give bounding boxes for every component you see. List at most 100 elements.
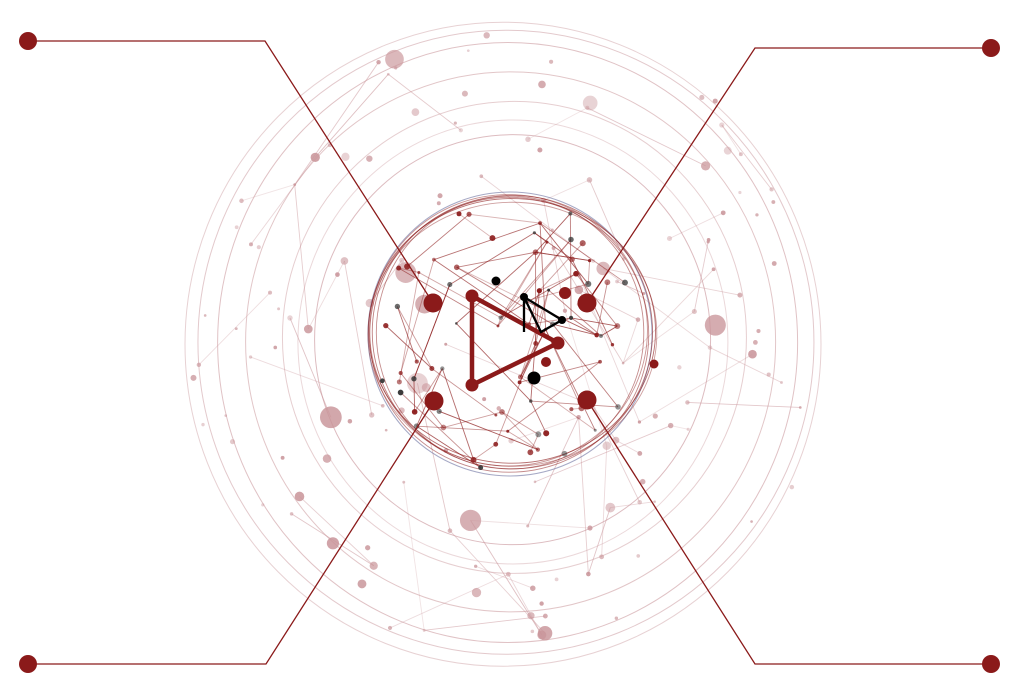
network-edge	[639, 353, 753, 423]
network-edge	[622, 311, 695, 364]
inner-edge	[520, 376, 596, 431]
anchor-node-bottom-right[interactable]	[577, 390, 597, 410]
red-dot-dark	[541, 357, 551, 367]
inner-edge	[433, 222, 541, 261]
inner-edge	[396, 306, 433, 369]
network-node	[554, 577, 559, 582]
network-edge	[527, 417, 580, 527]
network-ring	[245, 71, 777, 613]
network-edge	[294, 184, 309, 330]
network-node	[666, 235, 673, 242]
red-dot-small	[559, 287, 571, 299]
callout-node-top-left[interactable]	[19, 32, 37, 50]
inner-edge	[535, 251, 590, 262]
network-node	[637, 451, 643, 456]
black-vertex-2	[558, 316, 566, 324]
anchor-node-bottom-left[interactable]	[424, 391, 444, 411]
network-edge	[250, 157, 316, 245]
background-network	[184, 21, 822, 667]
red-dot-edge	[649, 359, 659, 369]
network-node	[239, 198, 244, 204]
callout-node-bottom-right[interactable]	[982, 655, 1000, 673]
triangle-vertex-bottom	[465, 378, 479, 392]
network-edge	[534, 425, 671, 483]
network-node	[224, 414, 228, 417]
inner-edge	[413, 284, 451, 379]
network-edge	[314, 73, 389, 158]
network-node	[326, 537, 340, 550]
inner-edge	[414, 368, 443, 413]
network-edge	[470, 519, 591, 529]
network-node	[653, 500, 657, 504]
inner-edge	[530, 400, 619, 408]
network-node	[369, 412, 375, 418]
inner-node	[432, 257, 436, 262]
inner-node	[517, 374, 523, 380]
network-node	[387, 625, 393, 630]
network-edge	[507, 574, 543, 636]
callout-node-top-right[interactable]	[982, 39, 1000, 57]
network-edge	[198, 292, 271, 366]
inner-node	[470, 456, 477, 463]
network-edge	[601, 445, 608, 557]
inner-node	[585, 280, 592, 288]
inner-edge	[400, 372, 444, 428]
inner-edge	[528, 290, 540, 325]
network-node	[596, 261, 610, 276]
inner-node	[494, 413, 498, 417]
network-edge	[610, 501, 655, 509]
inner-node	[436, 408, 442, 414]
network-node	[453, 121, 457, 125]
network-node	[293, 183, 297, 186]
network-node	[399, 257, 405, 263]
inner-edge	[500, 241, 548, 318]
inner-node	[455, 322, 458, 325]
inner-node	[561, 450, 568, 457]
inner-edge	[529, 434, 539, 453]
triangle-vertex-right	[551, 336, 565, 350]
inner-edge	[433, 259, 530, 325]
inner-node	[453, 264, 460, 271]
network-node	[437, 193, 443, 199]
inner-node	[547, 288, 551, 292]
network-node	[615, 279, 619, 284]
network-ring	[297, 119, 729, 565]
network-node	[720, 210, 726, 216]
anchor-node-top-right[interactable]	[577, 293, 597, 313]
network-ring	[197, 29, 815, 655]
network-node	[380, 403, 385, 408]
network-node	[637, 499, 642, 505]
network-node	[585, 105, 590, 110]
inner-edge	[534, 232, 548, 243]
network-node	[537, 147, 543, 153]
callout-node-bottom-left[interactable]	[19, 655, 37, 673]
callout-connectors	[28, 40, 991, 665]
network-node	[538, 80, 546, 89]
inner-edge	[439, 410, 539, 451]
network-node	[234, 327, 238, 331]
inner-node	[478, 465, 484, 471]
anchor-node-top-left[interactable]	[423, 293, 443, 313]
network-node	[310, 152, 320, 162]
inner-node	[397, 389, 404, 396]
network-edge	[481, 175, 594, 262]
inner-edge	[439, 410, 539, 451]
inner-node	[379, 378, 385, 384]
inner-node	[568, 236, 574, 243]
inner-node	[545, 240, 549, 244]
inner-edge	[520, 289, 550, 378]
network-node	[483, 32, 490, 39]
inner-edge	[416, 425, 508, 432]
network-node	[591, 259, 596, 263]
network-edge	[670, 425, 689, 430]
network-edge	[615, 439, 641, 454]
network-node	[398, 407, 405, 414]
network-node	[574, 285, 584, 295]
network-edge	[709, 347, 782, 383]
network-node	[586, 177, 593, 183]
triangle-vertex-top	[465, 289, 479, 303]
inner-edge	[548, 289, 602, 337]
network-edge	[250, 356, 383, 407]
network-node	[582, 95, 598, 111]
